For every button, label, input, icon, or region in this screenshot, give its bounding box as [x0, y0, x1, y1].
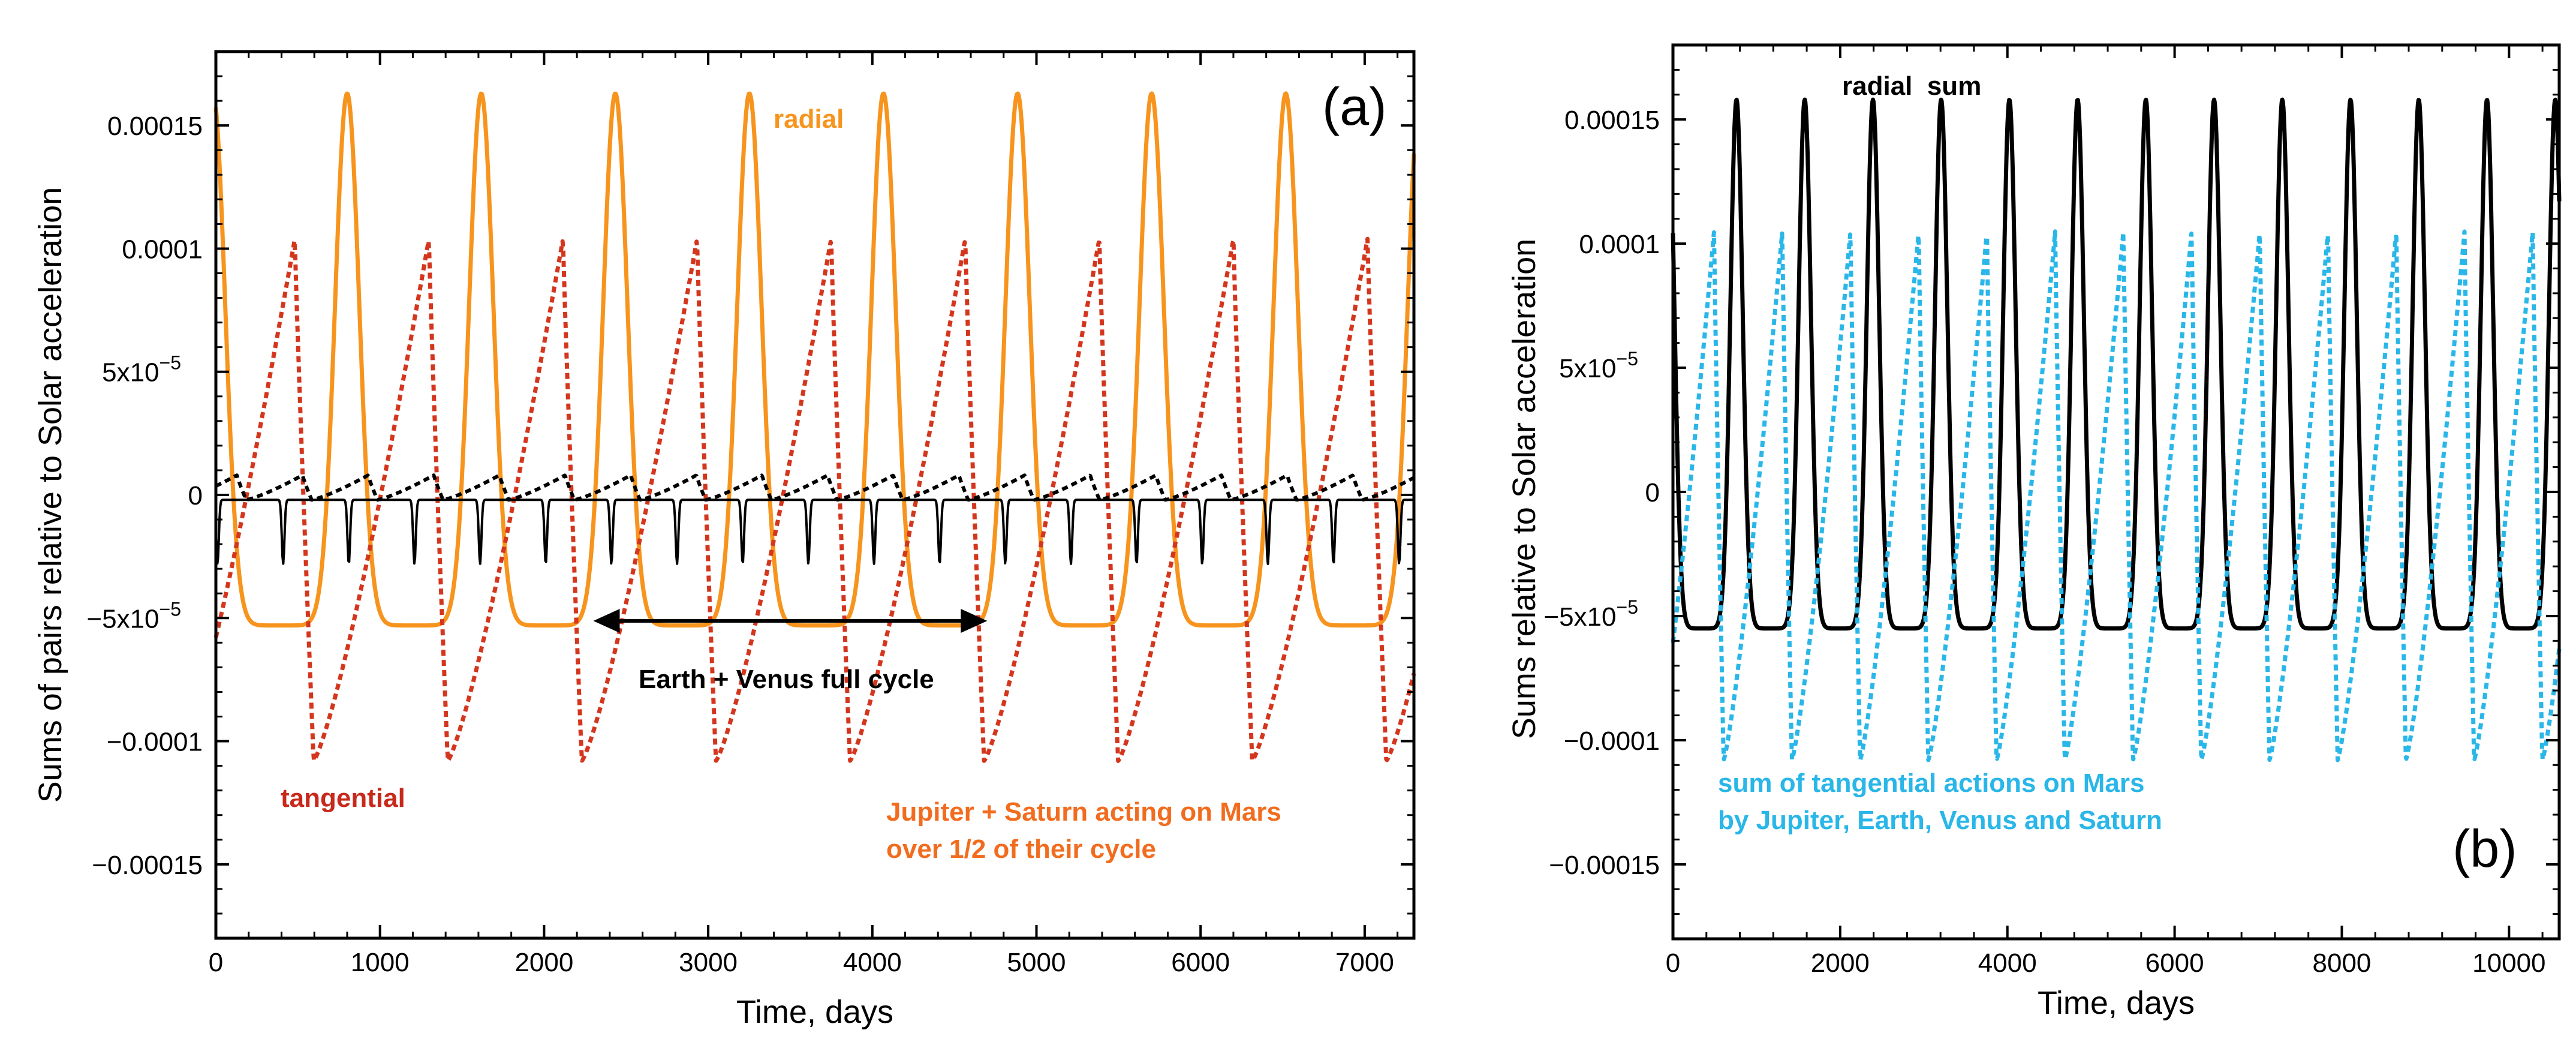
- b-x-tick-label: 4000: [1978, 948, 2037, 978]
- a-y-tick-label: −0.0001: [107, 728, 203, 757]
- panel-a-frame: [214, 50, 1416, 940]
- panel-b-ticks: 0 2000 4000 6000 8000 10000 0.00015 0.0001 5x10−…: [1543, 45, 2559, 978]
- b-x-tick-label: 2000: [1811, 948, 1870, 978]
- b-x-tick-label: 6000: [2145, 948, 2204, 978]
- b-x-tick-label: 10000: [2472, 948, 2545, 978]
- cycle-arrow-head-right: [961, 609, 988, 633]
- a-y-tick-label: 0: [188, 481, 203, 511]
- a-series-earth-venus-tangential: [215, 473, 1415, 502]
- b-y-tick-label: −0.00015: [1549, 851, 1660, 880]
- a-x-tick-label: 7000: [1335, 948, 1394, 977]
- a-x-tick-label: 1000: [351, 948, 410, 977]
- a-y-tick-label: −0.00015: [92, 851, 203, 880]
- panel-b: 0 2000 4000 6000 8000 10000 0.00015 0.0001 5x10−…: [1506, 43, 2562, 1021]
- b-y-tick-label: 0: [1645, 478, 1660, 508]
- panel-b-xlabel: Time, days: [2038, 985, 2195, 1021]
- panel-b-tag: (b): [2452, 819, 2517, 878]
- b-y-tick-label: 5x10−5: [1559, 348, 1638, 383]
- cycle-arrow: [593, 609, 988, 633]
- panel-a-xlabel: Time, days: [736, 994, 893, 1030]
- b-y-tick-label: −5x10−5: [1543, 596, 1638, 632]
- jupiter-saturn-label-line2: over 1/2 of their cycle: [886, 834, 1156, 864]
- a-x-tick-label: 6000: [1171, 948, 1230, 977]
- jupiter-saturn-label-line1: Jupiter + Saturn acting on Mars: [886, 797, 1281, 827]
- a-y-tick-label: 5x10−5: [102, 352, 181, 388]
- b-x-tick-label: 8000: [2313, 948, 2372, 978]
- tangential-sum-label-line2: by Jupiter, Earth, Venus and Saturn: [1718, 806, 2162, 835]
- a-x-tick-label: 5000: [1007, 948, 1066, 977]
- cycle-arrow-head-left: [593, 609, 620, 633]
- b-y-tick-label: 0.0001: [1579, 230, 1660, 259]
- panel-b-frame: [1671, 43, 2561, 941]
- a-y-tick-label: 0.0001: [122, 235, 203, 264]
- a-y-tick-label: 0.00015: [107, 112, 203, 141]
- radial-sum-label: radial sum: [1842, 71, 1981, 101]
- b-series-radial-sum: [1671, 97, 2562, 631]
- panel-b-ylabel: Sums relative to Solar acceleration: [1506, 239, 1542, 739]
- a-series-earth-venus-radial: [215, 499, 1415, 565]
- a-x-tick-label: 0: [209, 948, 223, 977]
- a-x-tick-label: 2000: [514, 948, 573, 977]
- cycle-label: Earth + Venus full cycle: [639, 665, 934, 694]
- a-y-tick-label: −5x10−5: [86, 598, 181, 633]
- b-y-tick-label: 0.00015: [1564, 106, 1660, 135]
- panel-a-tag: (a): [1322, 77, 1387, 136]
- b-x-tick-label: 0: [1666, 948, 1680, 978]
- tangential-sum-label-line1: sum of tangential actions on Mars: [1718, 768, 2144, 798]
- panel-b-curves: [1671, 97, 2562, 762]
- a-x-tick-label: 4000: [843, 948, 902, 977]
- tangential-label: tangential: [281, 783, 405, 813]
- b-y-tick-label: −0.0001: [1564, 726, 1660, 756]
- a-x-tick-label: 3000: [679, 948, 738, 977]
- a-series-radial: [213, 91, 1416, 628]
- radial-label: radial: [774, 104, 844, 134]
- b-series-sum-of-tangential-actions-on-mars: [1671, 229, 2562, 762]
- a-series-tangential: [213, 236, 1416, 763]
- panel-a-ylabel: Sums of pairs relative to Solar accelera…: [32, 187, 68, 803]
- panel-a: 0 1000 2000 3000 4000 5000 6000 7000 0.00015 0.00…: [32, 50, 1416, 1030]
- panel-a-curves: [213, 91, 1416, 763]
